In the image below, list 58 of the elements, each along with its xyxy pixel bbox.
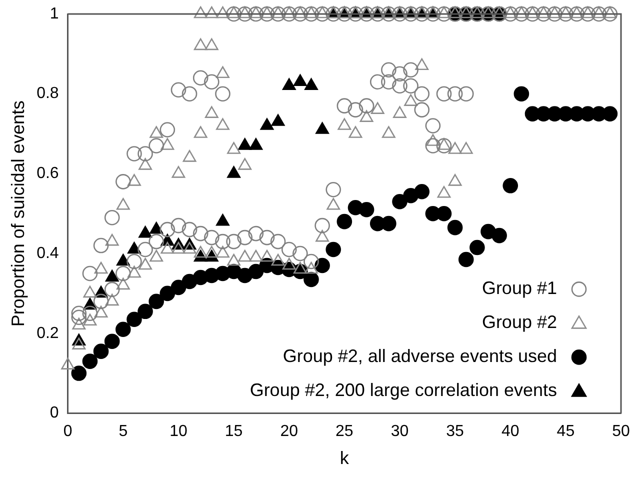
x-tick-label: 20 bbox=[280, 423, 298, 440]
point bbox=[227, 166, 240, 178]
legend-label: Group #1 bbox=[482, 278, 557, 298]
point bbox=[326, 242, 342, 258]
point bbox=[492, 228, 507, 244]
point bbox=[336, 214, 352, 230]
point bbox=[502, 178, 518, 194]
y-axis-title: Proportion of suicidal events bbox=[8, 100, 28, 327]
point bbox=[260, 118, 274, 130]
legend-label: Group #2, 200 large correlation events bbox=[250, 380, 557, 400]
x-tick-label: 15 bbox=[224, 423, 243, 440]
x-tick-label: 40 bbox=[501, 423, 520, 440]
x-tick-label: 45 bbox=[556, 423, 575, 440]
y-tick-label: 1 bbox=[50, 5, 59, 22]
x-tick-label: 10 bbox=[170, 423, 188, 440]
point bbox=[447, 220, 463, 236]
point bbox=[316, 122, 330, 134]
x-tick-label: 5 bbox=[118, 423, 128, 440]
point bbox=[602, 106, 618, 122]
x-tick-label: 35 bbox=[446, 423, 464, 440]
x-tick-label: 0 bbox=[63, 423, 72, 440]
point bbox=[470, 240, 485, 256]
point bbox=[282, 78, 296, 90]
point bbox=[116, 322, 131, 338]
point bbox=[248, 264, 264, 280]
point bbox=[160, 286, 176, 302]
point bbox=[93, 344, 109, 359]
point bbox=[104, 334, 120, 349]
point bbox=[514, 86, 530, 102]
y-tick-label: 0.4 bbox=[36, 244, 59, 262]
y-tick-label: 0.8 bbox=[36, 85, 59, 102]
point bbox=[392, 194, 408, 210]
y-tick-label: 0.2 bbox=[36, 324, 59, 342]
point bbox=[314, 258, 330, 274]
point bbox=[170, 280, 186, 296]
point bbox=[458, 252, 474, 268]
point bbox=[304, 272, 319, 288]
point bbox=[249, 138, 263, 150]
y-tick-label: 0.6 bbox=[36, 165, 59, 182]
point bbox=[138, 304, 153, 320]
legend-label: Group #2 bbox=[482, 312, 557, 332]
point bbox=[381, 216, 396, 232]
point bbox=[304, 78, 318, 90]
point bbox=[358, 202, 374, 218]
point bbox=[126, 312, 142, 328]
point bbox=[71, 366, 87, 381]
point bbox=[238, 138, 252, 150]
x-axis-title: k bbox=[340, 448, 350, 468]
point bbox=[148, 294, 164, 310]
legend-label: Group #2, all adverse events used bbox=[282, 346, 557, 366]
point bbox=[293, 74, 307, 86]
x-tick-label: 50 bbox=[612, 423, 630, 440]
x-tick-label: 30 bbox=[390, 423, 409, 440]
point bbox=[414, 184, 430, 200]
y-tick-label: 0 bbox=[50, 404, 59, 422]
x-tick-label: 25 bbox=[336, 423, 354, 440]
point bbox=[82, 354, 98, 369]
point bbox=[271, 114, 285, 126]
